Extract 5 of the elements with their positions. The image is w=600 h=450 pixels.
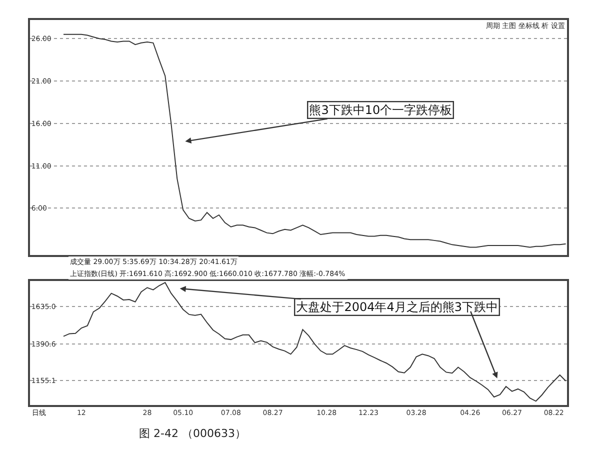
line-series [62, 34, 566, 248]
caption: 图 2-42 （000633） [139, 427, 246, 440]
annotation: 熊3下跌中10个一字跌停板 [309, 103, 452, 118]
annotation: 大盘处于2004年4月之后的熊3下跌中 [296, 300, 498, 314]
line-series [62, 282, 566, 402]
